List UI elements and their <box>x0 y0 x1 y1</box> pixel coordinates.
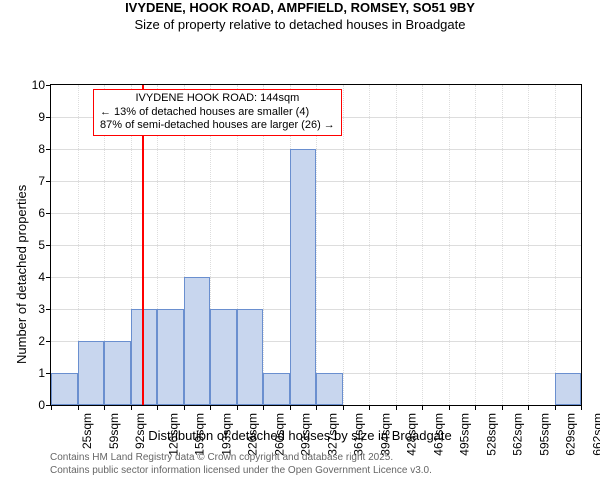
x-tick-mark <box>237 405 238 410</box>
y-tick-label: 9 <box>38 110 45 124</box>
x-tick-mark <box>581 405 582 410</box>
histogram-bar <box>78 341 105 405</box>
histogram-bar <box>237 309 264 405</box>
v-gridline <box>502 85 503 405</box>
x-tick-mark <box>51 405 52 410</box>
y-tick-mark <box>46 85 51 86</box>
x-tick-mark <box>131 405 132 410</box>
y-tick-label: 10 <box>32 78 45 92</box>
annotation-larger: 87% of semi-detached houses are larger (… <box>100 119 335 133</box>
v-gridline <box>369 85 370 405</box>
y-tick-mark <box>46 245 51 246</box>
y-tick-mark <box>46 277 51 278</box>
histogram-bar <box>184 277 211 405</box>
y-tick-label: 1 <box>38 366 45 380</box>
x-tick-mark <box>184 405 185 410</box>
v-gridline <box>528 85 529 405</box>
v-gridline <box>475 85 476 405</box>
y-tick-label: 8 <box>38 142 45 156</box>
v-gridline <box>422 85 423 405</box>
x-tick-mark <box>502 405 503 410</box>
x-tick-mark <box>157 405 158 410</box>
v-gridline <box>449 85 450 405</box>
y-tick-mark <box>46 181 51 182</box>
x-tick-mark <box>449 405 450 410</box>
y-tick-label: 6 <box>38 206 45 220</box>
y-tick-label: 3 <box>38 302 45 316</box>
v-gridline <box>555 85 556 405</box>
x-tick-mark <box>555 405 556 410</box>
histogram-bar <box>290 149 317 405</box>
x-tick-mark <box>210 405 211 410</box>
x-tick-mark <box>396 405 397 410</box>
x-tick-mark <box>263 405 264 410</box>
y-axis-label: Number of detached properties <box>14 185 29 364</box>
x-tick-mark <box>422 405 423 410</box>
y-tick-mark <box>46 309 51 310</box>
v-gridline <box>343 85 344 405</box>
histogram-bar <box>51 373 78 405</box>
histogram-bar <box>316 373 343 405</box>
y-tick-mark <box>46 117 51 118</box>
y-tick-mark <box>46 341 51 342</box>
y-tick-label: 2 <box>38 334 45 348</box>
annotation-box: IVYDENE HOOK ROAD: 144sqm← 13% of detach… <box>93 89 342 136</box>
annotation-title: IVYDENE HOOK ROAD: 144sqm <box>100 92 335 106</box>
histogram-bar <box>157 309 184 405</box>
histogram-bar <box>104 341 131 405</box>
y-tick-mark <box>46 149 51 150</box>
y-tick-label: 0 <box>38 398 45 412</box>
x-tick-mark <box>475 405 476 410</box>
page-subtitle: Size of property relative to detached ho… <box>0 17 600 34</box>
footer: Contains HM Land Registry data © Crown c… <box>50 452 432 477</box>
x-axis-label: Distribution of detached houses by size … <box>0 428 600 443</box>
page-title: IVYDENE, HOOK ROAD, AMPFIELD, ROMSEY, SO… <box>0 0 600 17</box>
x-tick-mark <box>104 405 105 410</box>
plot-area: 01234567891025sqm59sqm92sqm126sqm159sqm1… <box>50 84 582 406</box>
x-tick-mark <box>78 405 79 410</box>
y-tick-mark <box>46 213 51 214</box>
footer-line-1: Contains HM Land Registry data © Crown c… <box>50 452 432 465</box>
histogram-bar <box>555 373 582 405</box>
x-tick-mark <box>316 405 317 410</box>
y-tick-label: 4 <box>38 270 45 284</box>
x-tick-mark <box>369 405 370 410</box>
y-tick-label: 5 <box>38 238 45 252</box>
y-tick-label: 7 <box>38 174 45 188</box>
v-gridline <box>396 85 397 405</box>
annotation-smaller: ← 13% of detached houses are smaller (4) <box>100 106 335 120</box>
footer-line-2: Contains public sector information licen… <box>50 465 432 478</box>
histogram-bar <box>263 373 290 405</box>
x-tick-mark <box>290 405 291 410</box>
x-tick-mark <box>528 405 529 410</box>
x-tick-mark <box>343 405 344 410</box>
histogram-bar <box>210 309 237 405</box>
